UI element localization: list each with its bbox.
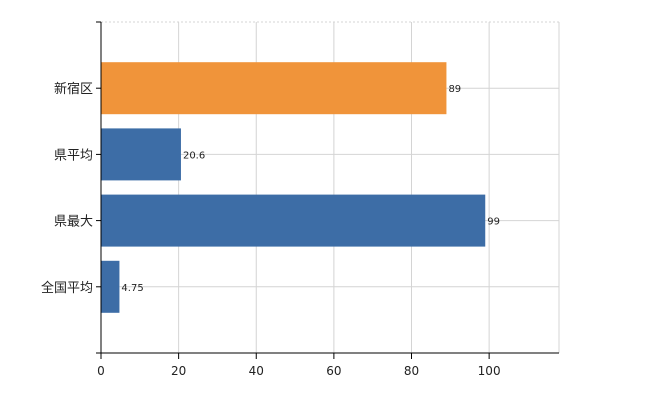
data-label: 99 (487, 217, 500, 228)
bars-layer (101, 62, 486, 313)
bar (101, 194, 486, 247)
x-tick-label: 60 (326, 364, 341, 378)
category-label: 県平均 (54, 148, 93, 163)
x-tick-label: 100 (478, 364, 501, 378)
bar (101, 260, 120, 313)
data-label: 89 (448, 84, 461, 95)
category-label: 全国平均 (41, 280, 93, 296)
bar (101, 128, 181, 181)
labels-layer: 89 20.6 99 4.75 (121, 84, 500, 294)
data-label: 4.75 (121, 283, 143, 294)
category-label: 県最大 (54, 215, 93, 230)
x-tick-label: 80 (404, 364, 419, 378)
data-label: 20.6 (183, 150, 205, 161)
category-label: 新宿区 (54, 81, 93, 97)
x-tick-label: 20 (171, 364, 186, 378)
bar (101, 62, 447, 115)
x-tick-label: 40 (249, 364, 264, 378)
x-tick-label: 0 (97, 364, 105, 378)
